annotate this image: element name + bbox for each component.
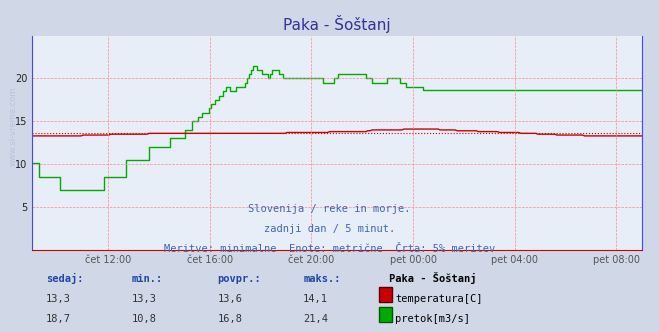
Text: Meritve: minimalne  Enote: metrične  Črta: 5% meritev: Meritve: minimalne Enote: metrične Črta:…	[164, 244, 495, 254]
Title: Paka - Šoštanj: Paka - Šoštanj	[283, 15, 391, 33]
Text: pretok[m3/s]: pretok[m3/s]	[395, 314, 471, 324]
Text: min.:: min.:	[132, 274, 163, 284]
Text: zadnji dan / 5 minut.: zadnji dan / 5 minut.	[264, 224, 395, 234]
Text: 16,8: 16,8	[217, 314, 243, 324]
Text: 13,3: 13,3	[132, 294, 157, 304]
Text: maks.:: maks.:	[303, 274, 341, 284]
Text: Slovenija / reke in morje.: Slovenija / reke in morje.	[248, 205, 411, 214]
Text: povpr.:: povpr.:	[217, 274, 261, 284]
Text: 13,6: 13,6	[217, 294, 243, 304]
Text: temperatura[C]: temperatura[C]	[395, 294, 483, 304]
Text: 21,4: 21,4	[303, 314, 328, 324]
Text: www.si-vreme.com: www.si-vreme.com	[9, 86, 18, 166]
Text: 13,3: 13,3	[46, 294, 71, 304]
Text: 14,1: 14,1	[303, 294, 328, 304]
Text: Paka - Šoštanj: Paka - Šoštanj	[389, 272, 476, 284]
Text: 18,7: 18,7	[46, 314, 71, 324]
Text: sedaj:: sedaj:	[46, 273, 84, 284]
Text: 10,8: 10,8	[132, 314, 157, 324]
